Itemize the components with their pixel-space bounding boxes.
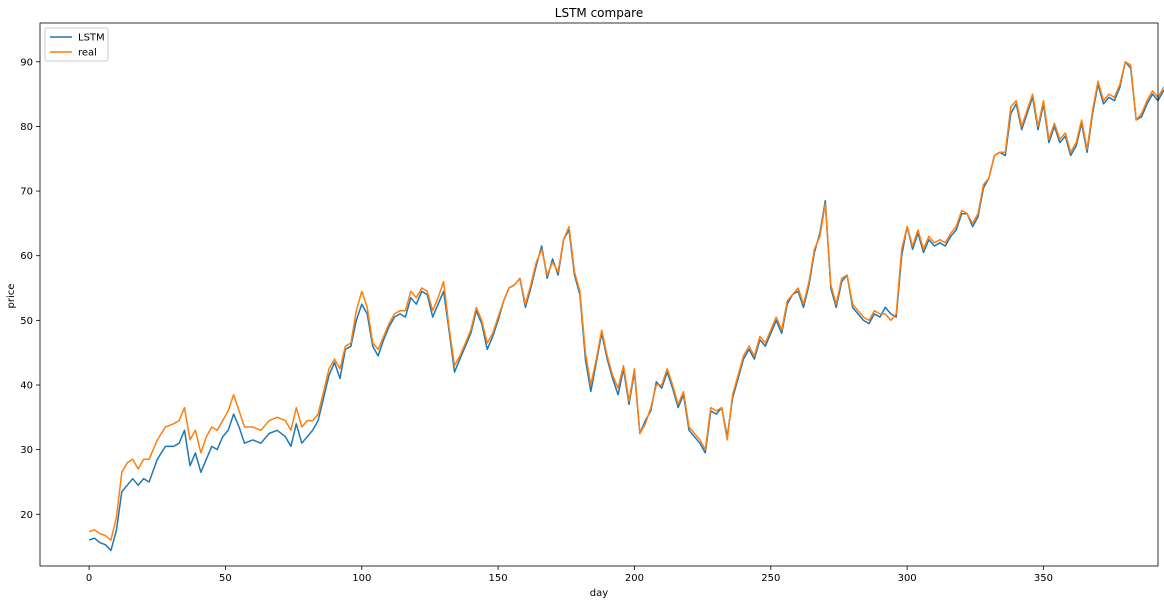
x-tick-label: 100 xyxy=(352,573,371,584)
x-axis-label: day xyxy=(590,588,608,599)
y-tick-label: 70 xyxy=(20,187,33,198)
chart-title: LSTM compare xyxy=(555,6,643,20)
legend: LSTM real xyxy=(44,27,109,62)
x-tick-label: 250 xyxy=(761,573,780,584)
x-tick-label: 300 xyxy=(898,573,917,584)
y-tick-label: 90 xyxy=(20,57,33,68)
x-tick-label: 0 xyxy=(86,573,92,584)
legend-label-real: real xyxy=(78,48,97,59)
y-tick-label: 30 xyxy=(20,445,33,456)
plot-frame xyxy=(39,22,1159,567)
x-tick-label: 50 xyxy=(219,573,232,584)
y-tick-label: 80 xyxy=(20,122,33,133)
series-line-real xyxy=(88,61,1164,541)
legend-label-lstm: LSTM xyxy=(78,33,105,44)
x-tick-label: 350 xyxy=(1034,573,1053,584)
y-tick-label: 60 xyxy=(20,251,33,262)
y-tick-label: 20 xyxy=(20,510,33,521)
series-line-lstm xyxy=(88,61,1164,552)
y-axis-label: price xyxy=(6,284,17,309)
y-tick-label: 40 xyxy=(20,381,33,392)
x-tick-label: 150 xyxy=(489,573,508,584)
series-group xyxy=(88,61,1164,552)
y-tick-label: 50 xyxy=(20,316,33,327)
axes-group: 0 50 100 150 200 250 300 350 20 30 40 50 60 70 80 90 xyxy=(20,22,1159,584)
x-tick-label: 200 xyxy=(625,573,644,584)
